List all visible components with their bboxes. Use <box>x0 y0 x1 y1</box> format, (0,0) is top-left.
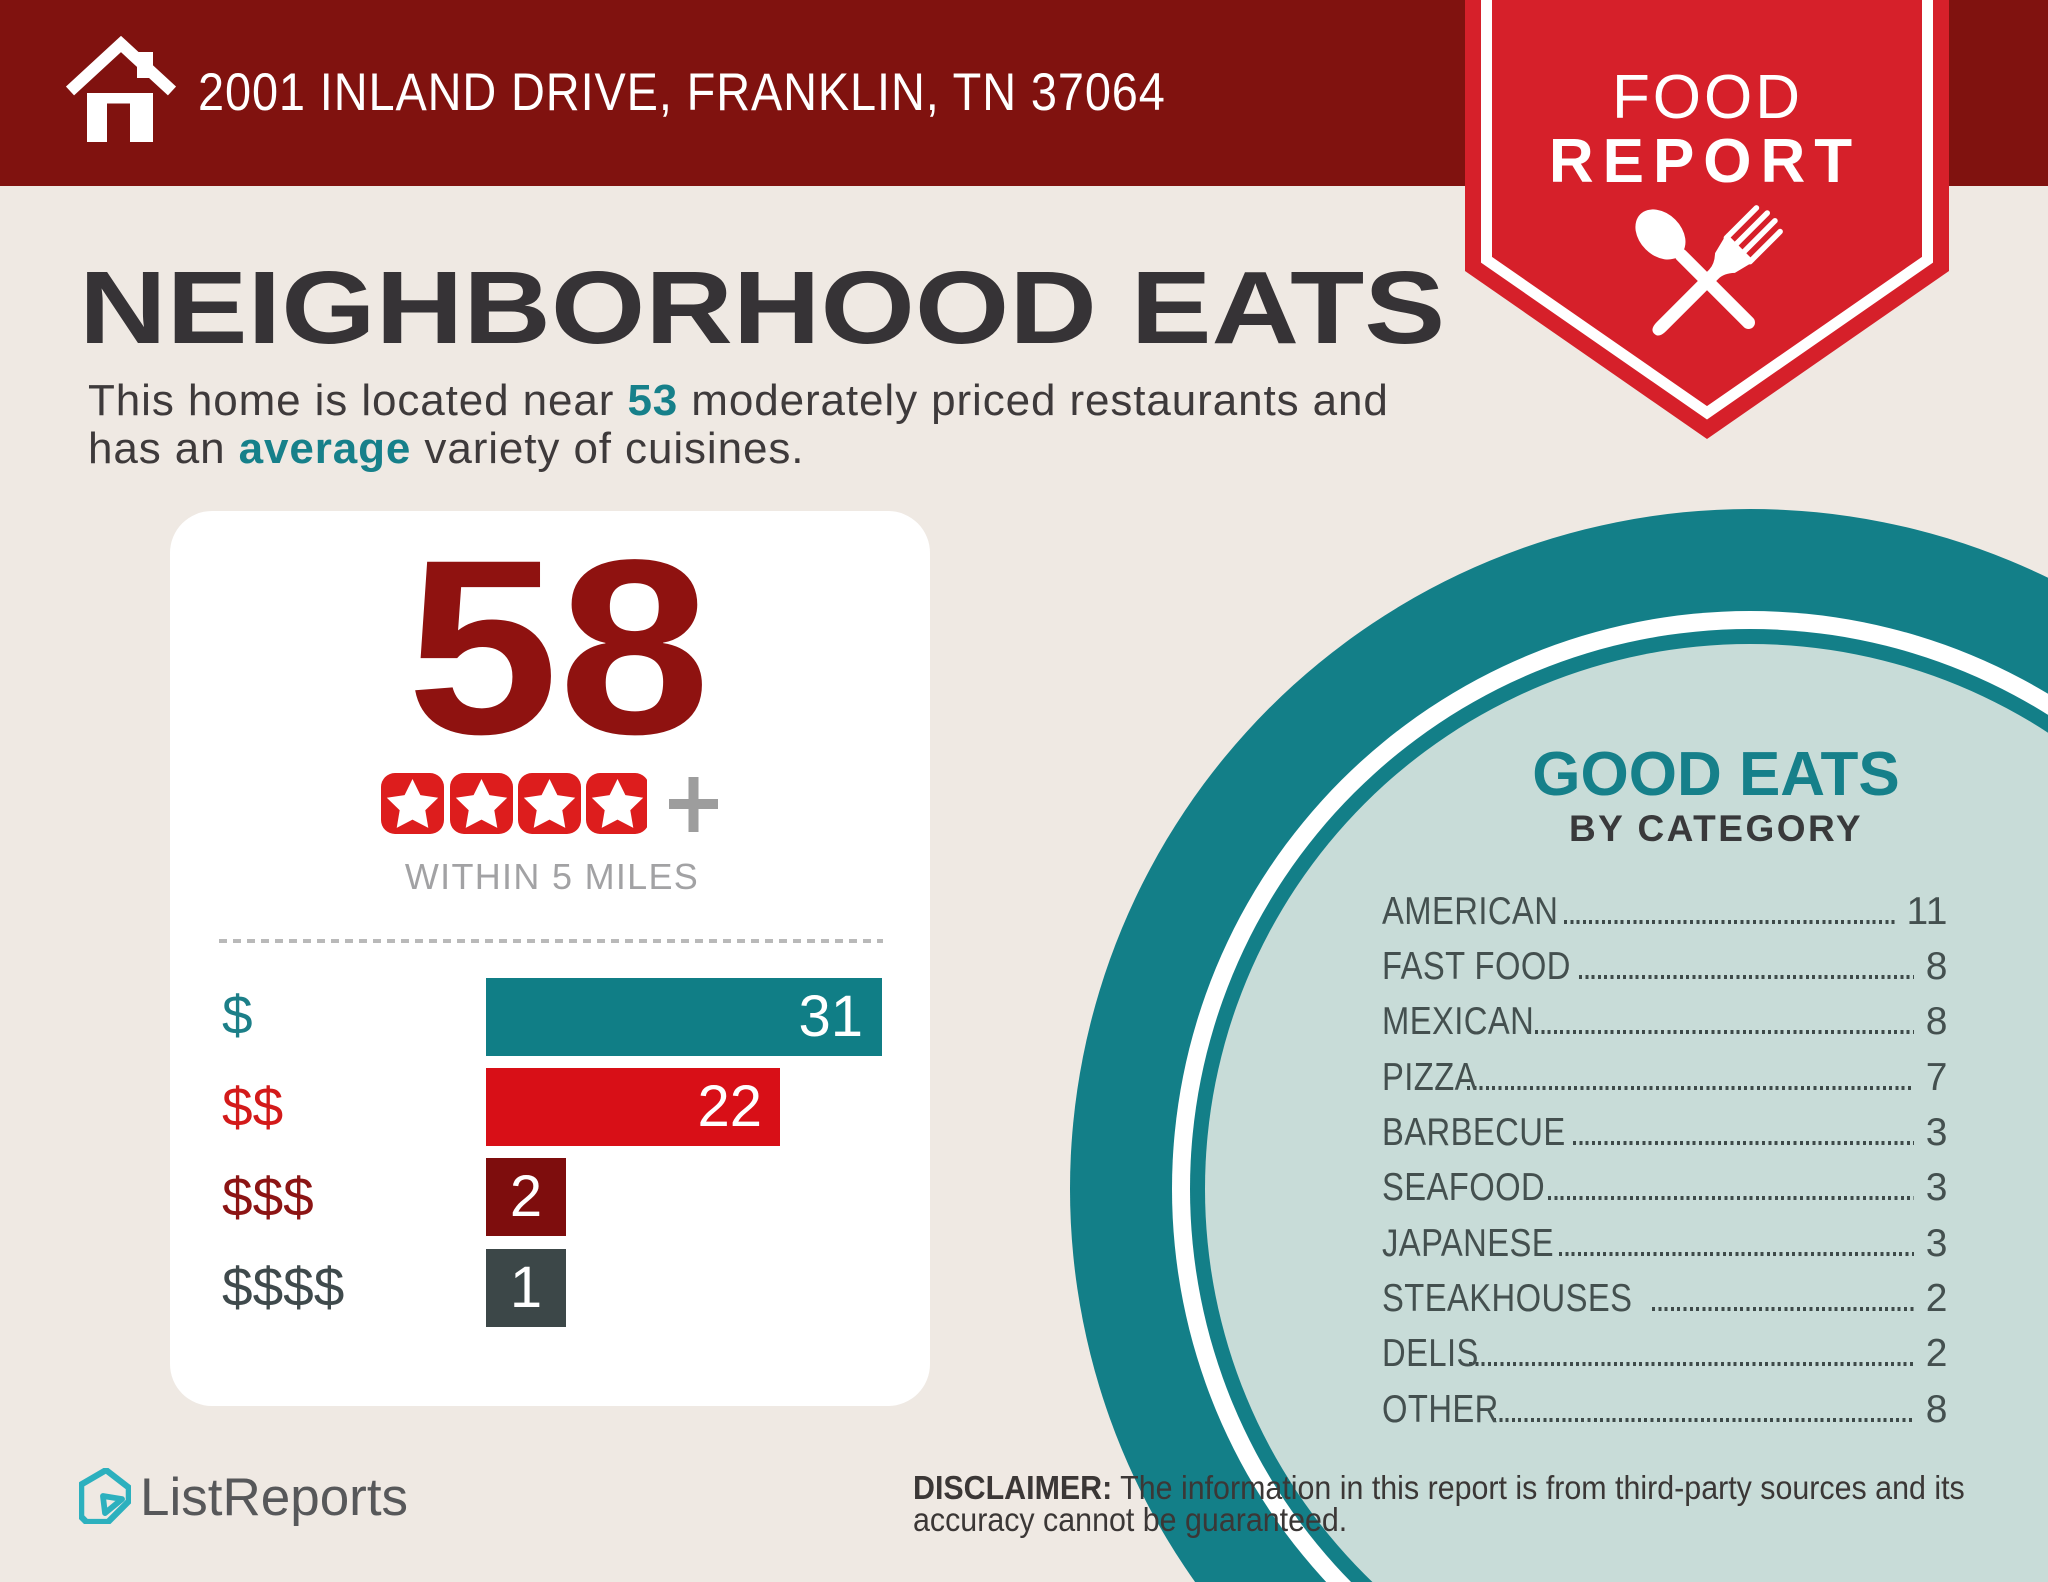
svg-text:REPORT: REPORT <box>1549 127 1861 196</box>
svg-text:FOOD: FOOD <box>1612 63 1803 132</box>
